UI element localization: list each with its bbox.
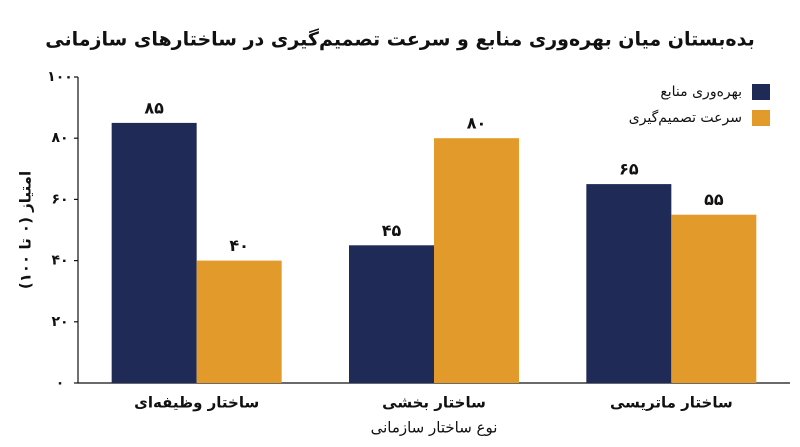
y-tick-label: ۴۰ — [51, 253, 68, 269]
x-axis-title: نوع ساختار سازمانی — [371, 419, 498, 437]
y-tick-label: ۲۰ — [51, 314, 68, 330]
y-tick-label: ۰ — [56, 375, 65, 391]
bar — [434, 138, 519, 383]
y-tick-label: ۸۰ — [51, 130, 68, 146]
legend-label: بهره‌وری منابع — [660, 84, 742, 100]
value-label: ۴۵ — [382, 221, 402, 240]
bar — [111, 122, 197, 384]
y-axis-title: امتیاز (۰ تا ۱۰۰) — [17, 171, 35, 289]
legend-label: سرعت تصمیم‌گیری — [629, 109, 742, 126]
x-tick-label: ساختار وظیفه‌ای — [134, 394, 259, 412]
value-label: ۸۰ — [467, 114, 487, 133]
bar — [196, 260, 282, 383]
y-tick-label: ۱۰۰ — [47, 69, 73, 85]
x-tick-label: ساختار بخشی — [382, 394, 486, 412]
bar — [586, 184, 672, 383]
legend-swatch — [752, 110, 770, 126]
value-label: ۶۵ — [619, 160, 639, 179]
x-tick-label: ساختار ماتریسی — [610, 394, 733, 412]
chart-title: بده‌بستان میان بهره‌وری منابع و سرعت تصم… — [45, 28, 754, 51]
legend-swatch — [752, 84, 770, 100]
value-label: ۵۵ — [704, 190, 724, 209]
bar — [349, 245, 434, 383]
value-label: ۸۵ — [144, 98, 164, 117]
value-label: ۴۰ — [229, 236, 249, 255]
y-tick-label: ۶۰ — [51, 191, 68, 207]
bar — [671, 214, 757, 383]
